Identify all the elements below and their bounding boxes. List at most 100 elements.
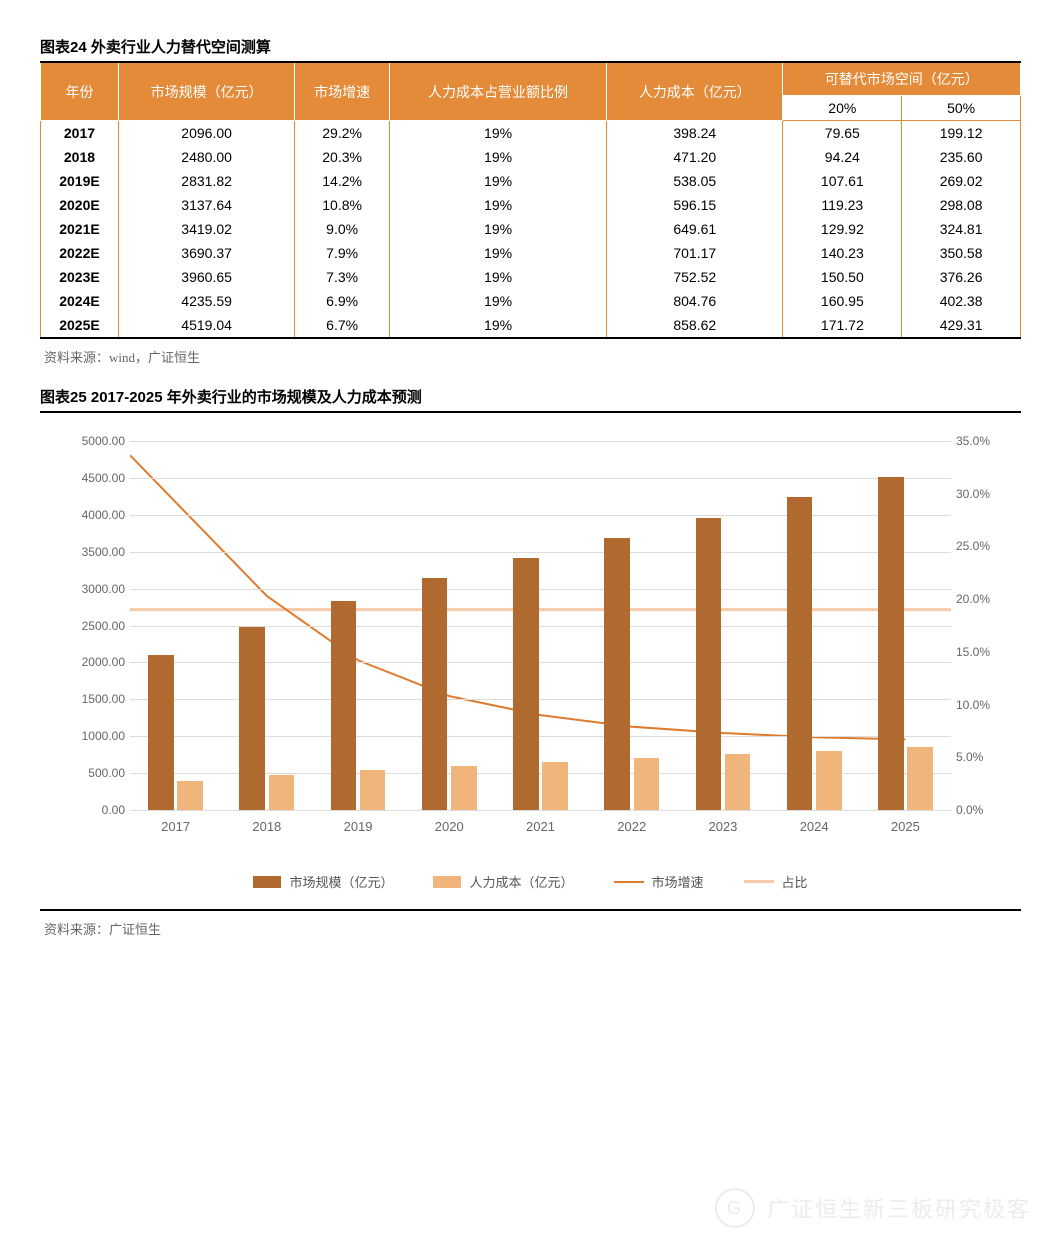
bar-market (878, 477, 904, 811)
table-cell: 3690.37 (118, 241, 294, 265)
legend-label-ratio: 占比 (782, 872, 808, 891)
bar-market (239, 627, 265, 810)
bar-labor (451, 766, 477, 810)
chart-title: 图表25 2017-2025 年外卖行业的市场规模及人力成本预测 (40, 380, 1021, 413)
y-left-label: 4000.00 (60, 508, 125, 522)
bar-labor (177, 781, 203, 810)
bar-labor (360, 770, 386, 810)
table-cell: 19% (389, 241, 606, 265)
plot-area: 0.00500.001000.001500.002000.002500.0030… (130, 441, 951, 811)
table-cell: 2023E (41, 265, 119, 289)
table-cell: 2021E (41, 217, 119, 241)
y-left-label: 2000.00 (60, 655, 125, 669)
col-year: 年份 (41, 63, 119, 121)
legend-label-market: 市场规模（亿元） (289, 872, 393, 891)
table-cell: 160.95 (783, 289, 902, 313)
table-cell: 752.52 (607, 265, 783, 289)
col-labor-cost: 人力成本（亿元） (607, 63, 783, 121)
table-cell: 6.9% (295, 289, 390, 313)
table-title: 图表24 外卖行业人力替代空间测算 (40, 30, 1021, 63)
table-row: 2024E4235.596.9%19%804.76160.95402.38 (41, 289, 1021, 313)
bar-market (331, 601, 357, 810)
table-row: 2019E2831.8214.2%19%538.05107.61269.02 (41, 169, 1021, 193)
table-cell: 140.23 (783, 241, 902, 265)
bar-labor (907, 747, 933, 810)
legend-growth: 市场增速 (614, 872, 704, 891)
table-cell: 858.62 (607, 313, 783, 338)
table-row: 20172096.0029.2%19%398.2479.65199.12 (41, 121, 1021, 146)
table-cell: 6.7% (295, 313, 390, 338)
table-cell: 19% (389, 145, 606, 169)
col-replaceable: 可替代市场空间（亿元） (783, 63, 1021, 96)
table-cell: 9.0% (295, 217, 390, 241)
table-row: 20182480.0020.3%19%471.2094.24235.60 (41, 145, 1021, 169)
x-label: 2025 (891, 819, 920, 834)
table-row: 2025E4519.046.7%19%858.62171.72429.31 (41, 313, 1021, 338)
table-cell: 2019E (41, 169, 119, 193)
legend-label-growth: 市场增速 (652, 872, 704, 891)
table-cell: 4519.04 (118, 313, 294, 338)
table-cell: 649.61 (607, 217, 783, 241)
table-cell: 10.8% (295, 193, 390, 217)
chart-legend: 市场规模（亿元） 人力成本（亿元） 市场增速 占比 (50, 872, 1011, 891)
x-label: 2018 (252, 819, 281, 834)
col-50pct: 50% (902, 96, 1021, 121)
table-cell: 4235.59 (118, 289, 294, 313)
table-cell: 19% (389, 169, 606, 193)
y-right-label: 35.0% (956, 434, 1006, 448)
table-source: 资料来源：wind，广证恒生 (40, 339, 1021, 366)
legend-market: 市场规模（亿元） (253, 872, 393, 891)
bar-market (696, 518, 722, 810)
table-row: 2022E3690.377.9%19%701.17140.23350.58 (41, 241, 1021, 265)
table-cell: 79.65 (783, 121, 902, 146)
table-cell: 2025E (41, 313, 119, 338)
table-cell: 94.24 (783, 145, 902, 169)
table-cell: 2017 (41, 121, 119, 146)
y-left-label: 500.00 (60, 766, 125, 780)
legend-ratio: 占比 (744, 872, 808, 891)
table-cell: 19% (389, 313, 606, 338)
table-cell: 7.3% (295, 265, 390, 289)
table-cell: 29.2% (295, 121, 390, 146)
table-cell: 298.08 (902, 193, 1021, 217)
watermark-text: 广证恒生新三板研究极客 (767, 1192, 1031, 1224)
y-right-label: 30.0% (956, 487, 1006, 501)
bar-market (422, 578, 448, 810)
col-20pct: 20% (783, 96, 902, 121)
table-cell: 701.17 (607, 241, 783, 265)
table-cell: 7.9% (295, 241, 390, 265)
bar-market (148, 655, 174, 810)
table-cell: 199.12 (902, 121, 1021, 146)
y-left-label: 1000.00 (60, 729, 125, 743)
bar-labor (725, 754, 751, 810)
legend-labor: 人力成本（亿元） (433, 872, 573, 891)
col-market-size: 市场规模（亿元） (118, 63, 294, 121)
x-label: 2017 (161, 819, 190, 834)
table-cell: 2024E (41, 289, 119, 313)
x-label: 2020 (435, 819, 464, 834)
table-cell: 19% (389, 265, 606, 289)
table-row: 2021E3419.029.0%19%649.61129.92324.81 (41, 217, 1021, 241)
table-cell: 429.31 (902, 313, 1021, 338)
table-cell: 398.24 (607, 121, 783, 146)
table-cell: 2831.82 (118, 169, 294, 193)
chart-container: 0.00500.001000.001500.002000.002500.0030… (40, 413, 1021, 911)
legend-swatch-ratio (744, 880, 774, 883)
table-cell: 14.2% (295, 169, 390, 193)
table-cell: 2480.00 (118, 145, 294, 169)
legend-swatch-labor (433, 876, 461, 888)
x-label: 2022 (617, 819, 646, 834)
table-cell: 235.60 (902, 145, 1021, 169)
legend-swatch-growth (614, 881, 644, 883)
y-right-label: 15.0% (956, 645, 1006, 659)
legend-label-labor: 人力成本（亿元） (469, 872, 573, 891)
y-left-label: 2500.00 (60, 619, 125, 633)
x-label: 2019 (344, 819, 373, 834)
x-label: 2024 (800, 819, 829, 834)
col-labor-ratio: 人力成本占营业额比例 (389, 63, 606, 121)
watermark: G 广证恒生新三板研究极客 (715, 1188, 1031, 1228)
table-cell: 2022E (41, 241, 119, 265)
table-cell: 19% (389, 217, 606, 241)
table-cell: 269.02 (902, 169, 1021, 193)
table-cell: 402.38 (902, 289, 1021, 313)
